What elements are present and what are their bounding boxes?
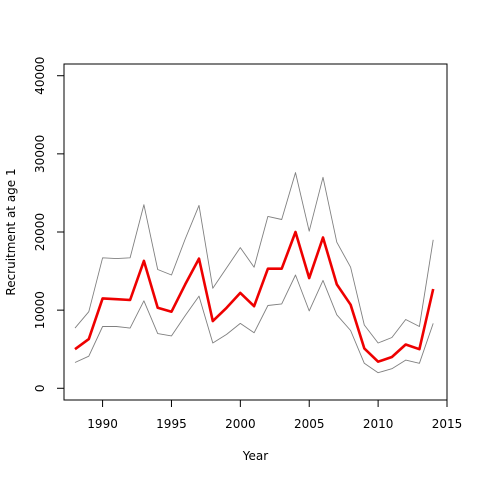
y-tick-label: 0 (33, 384, 47, 392)
series-line-estimate (74, 230, 435, 364)
y-tick-label: 30000 (33, 135, 47, 173)
x-tick-label: 1990 (87, 417, 118, 431)
y-tick-label: 10000 (33, 291, 47, 329)
x-tick-label: 2010 (363, 417, 394, 431)
x-tick-label: 2015 (432, 417, 463, 431)
series-line-lower (74, 274, 434, 374)
x-tick-label: 2000 (225, 417, 256, 431)
series-line-upper (74, 172, 434, 344)
series-lines (74, 172, 435, 374)
plot-frame (63, 63, 448, 401)
y-tick-label: 40000 (33, 57, 47, 95)
y-axis-label: Recruitment at age 1 (4, 168, 18, 295)
x-axis: 1990 1995 2000 2005 2010 2015 (87, 399, 463, 431)
x-tick-label: 1995 (156, 417, 187, 431)
y-axis: 0 10000 20000 30000 40000 (33, 57, 65, 392)
x-tick-label: 2005 (294, 417, 325, 431)
x-axis-label: Year (242, 449, 268, 463)
y-tick-label: 20000 (33, 213, 47, 251)
